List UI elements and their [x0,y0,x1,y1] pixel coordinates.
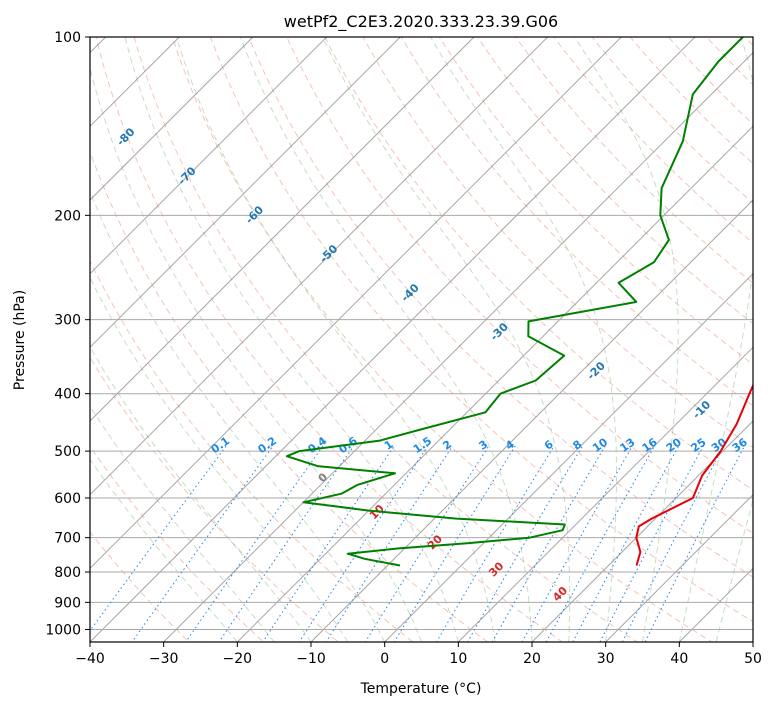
x-tick-label: 0 [380,651,389,667]
x-tick-label: 20 [523,651,541,667]
dewpoint-profile-line [285,37,744,567]
moist-adiabat [574,37,679,642]
dry-adiabat [209,37,753,623]
y-tick-label: 700 [54,531,81,547]
x-tick-label: 40 [670,651,688,667]
isotherm [236,125,753,642]
y-tick-label: 600 [54,491,81,507]
moist-adiabat [175,37,496,642]
dry-adiabat [248,37,753,578]
isotherm [90,37,623,570]
mixing-ratio-line [621,445,725,642]
chart-title: wetPf2_C2E3.2020.333.23.39.G06 [284,12,558,32]
mixing-ratio-line [298,445,429,642]
profile-lines [285,37,753,567]
mixing-ratio-line [521,445,633,642]
isotherm [90,37,254,201]
mixing-ratio-line [491,445,606,642]
x-tick-label: 30 [597,651,615,667]
dry-adiabat [90,356,340,642]
dry-adiabat [133,37,638,642]
plot-frame [89,36,754,643]
dry-adiabat [90,445,265,642]
y-tick-label: 1000 [45,622,81,638]
x-tick-label: 10 [449,651,467,667]
isotherm [162,51,753,642]
y-axis-title: Pressure (hPa) [12,290,28,390]
x-tick-label: −20 [223,651,253,667]
y-tick-label: 300 [54,313,81,329]
isotherm [90,37,549,496]
dry-adiabat [400,37,753,407]
isotherm [604,493,753,642]
mixing-ratio-line [185,445,324,642]
moist-adiabat [239,37,533,642]
dry-adiabat-label: -90 [59,86,82,109]
mixing-ratio-line [262,445,395,642]
moist-adiabat [90,189,386,642]
moist-adiabat [322,37,571,642]
x-tick-label: 50 [744,651,762,667]
isotherm [457,346,753,642]
y-tick-label: 500 [54,444,81,460]
moist-adiabat [90,65,422,642]
moist-adiabat [90,276,349,642]
dry-adiabat [477,37,753,325]
x-tick-label: −40 [75,651,105,667]
reference-lines [90,24,775,654]
mixing-ratio-line [545,445,656,642]
y-tick-label: 900 [54,595,81,611]
x-tick-label: −30 [149,651,179,667]
x-axis-title: Temperature (°C) [360,681,482,697]
dry-adiabat [171,37,713,642]
moist-adiabat [678,37,753,642]
mixing-ratio-line [466,445,584,642]
dry-adiabat [438,37,753,366]
dry-adiabat [90,531,190,642]
mixing-ratio-line [435,445,555,642]
dry-adiabat [95,37,564,642]
y-tick-label: 800 [54,565,81,581]
isotherm [90,37,402,349]
dry-adiabat [286,37,753,534]
y-tick-label: 200 [54,208,81,224]
moist-adiabat [715,498,753,642]
dry-adiabat [770,24,775,654]
dry-adiabat [90,259,414,642]
dry-adiabat-label: -100 [7,44,36,73]
plot-area [90,37,753,642]
isotherm [90,37,475,422]
temperature-profile-line [635,383,753,566]
moist-adiabat [430,37,617,642]
mixing-ratio-line [644,445,746,642]
mixing-ratio-line [599,445,704,642]
isotherm [383,272,753,642]
moist-adiabat [90,405,275,642]
moist-adiabat [90,458,238,642]
x-tick-label: −10 [296,651,326,667]
moist-adiabat [124,37,459,642]
y-tick-label: 400 [54,387,81,403]
isotherm [90,37,696,642]
mixing-ratio-line [325,445,454,642]
isotherm [90,37,328,275]
isotherm [531,420,753,642]
mixing-ratio-line [90,445,227,632]
mixing-ratio-line [572,445,680,642]
axes: −40 −30 −20 −10 0 10 20 30 40 50 100 200 300 400 500 60… [45,30,762,667]
y-tick-label: 100 [54,30,81,46]
